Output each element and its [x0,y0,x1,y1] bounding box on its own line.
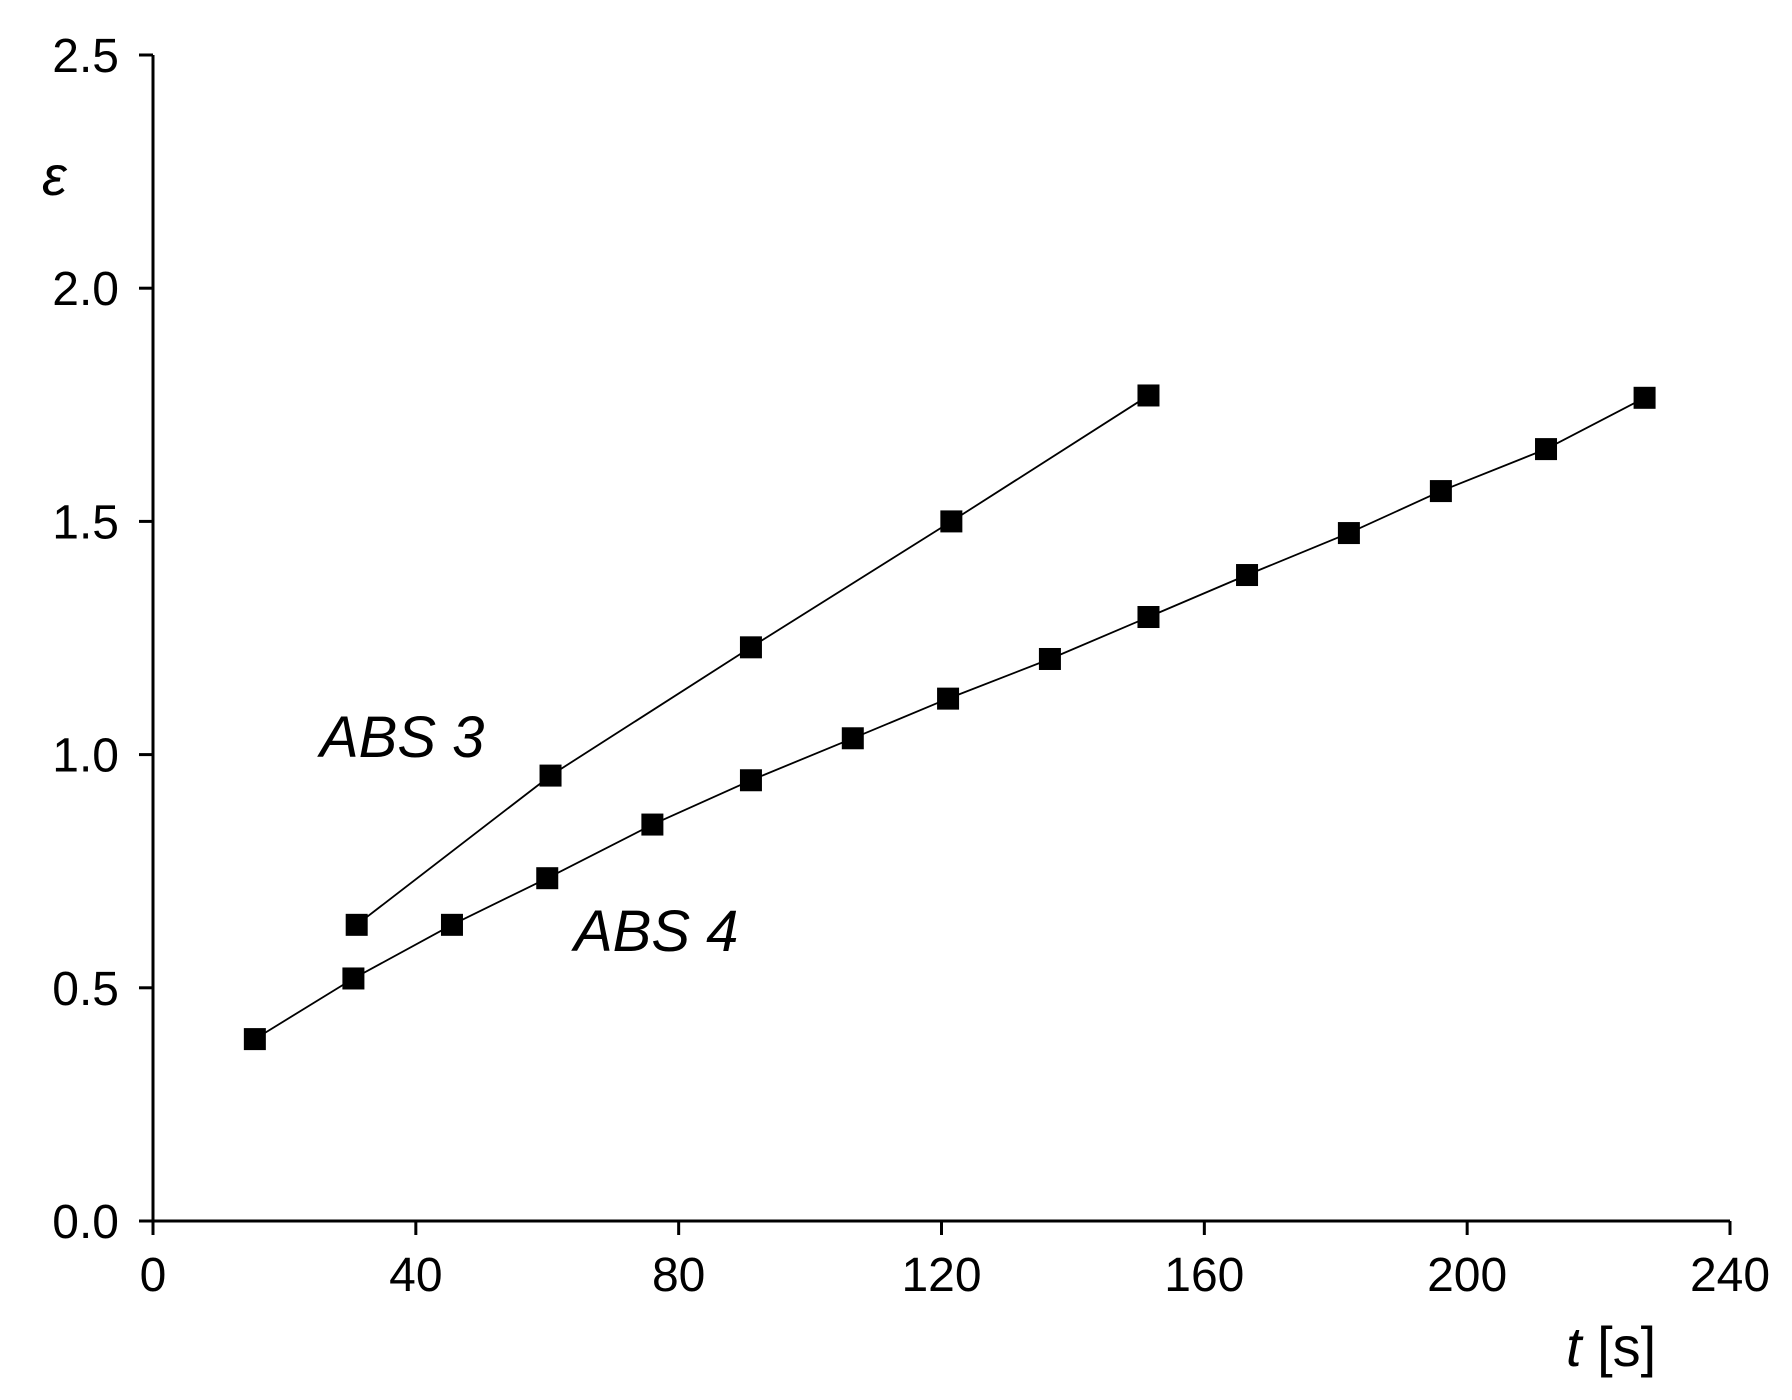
y-tick-label: 2.0 [52,263,119,316]
y-tick-label: 2.5 [52,30,119,83]
x-tick-label: 200 [1427,1249,1507,1302]
x-axis-label: t [s] [1566,1315,1656,1378]
x-tick-label: 160 [1164,1249,1244,1302]
data-point-abs-4 [1337,522,1360,545]
data-point-abs-3 [345,913,368,936]
x-tick-label: 120 [901,1249,981,1302]
data-point-abs-3 [739,636,762,659]
data-point-abs-4 [243,1028,266,1051]
data-point-abs-3 [940,510,963,533]
data-point-abs-4 [1236,564,1259,587]
y-tick-label: 0.0 [52,1196,119,1249]
series-layer [243,384,1656,1051]
y-tick-label: 1.5 [52,496,119,549]
data-point-abs-4 [937,687,960,710]
data-point-abs-4 [841,727,864,750]
x-tick-label: 80 [652,1249,705,1302]
data-point-abs-3 [1137,384,1160,407]
y-tick-label: 1.0 [52,730,119,783]
y-tick-label: 0.5 [52,963,119,1016]
x-tick-label: 0 [140,1249,167,1302]
data-point-abs-4 [1137,606,1160,629]
axes [151,55,1730,1223]
data-point-abs-4 [440,913,463,936]
y-axis-label: ε [42,144,68,207]
ticks: 0 40 80 120 160 200 240 0.0 0.5 1.0 1.5 2.0 2.5 [52,30,1770,1302]
data-point-abs-4 [536,867,559,890]
data-point-abs-4 [342,967,365,990]
series-line-abs-3 [356,394,1149,926]
data-point-abs-4 [1535,438,1558,461]
data-point-abs-4 [739,769,762,792]
series-label-abs-4: ABS 4 [571,899,738,964]
data-point-abs-4 [1038,647,1061,670]
x-tick-label: 40 [389,1249,442,1302]
data-point-abs-3 [539,764,562,787]
series-label-abs-3: ABS 3 [317,705,484,770]
x-tick-label: 240 [1690,1249,1770,1302]
data-point-abs-4 [1429,480,1452,503]
data-point-abs-4 [641,813,664,836]
data-point-abs-4 [1633,386,1656,409]
